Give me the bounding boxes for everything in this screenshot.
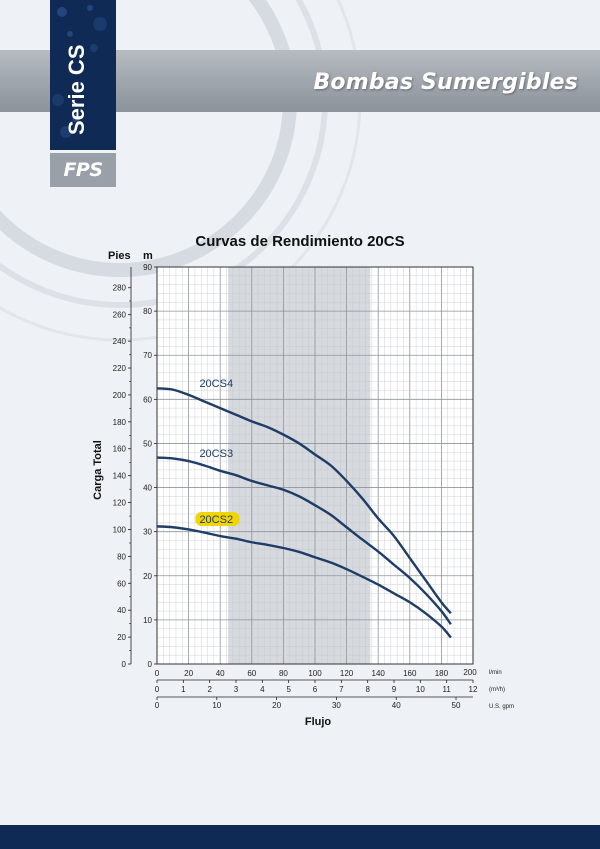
lmin-tick-label: 20 xyxy=(184,669,193,678)
y-axis-label: Carga Total xyxy=(92,440,104,500)
meters-tick-label: 80 xyxy=(143,307,152,316)
meters-tick-label: 40 xyxy=(143,484,152,493)
curve-20cs2-label: 20CS2 xyxy=(199,514,233,526)
feet-tick-label: 160 xyxy=(113,445,127,454)
feet-tick-label: 200 xyxy=(113,391,127,400)
m3h-tick-label: 6 xyxy=(313,685,318,694)
meters-tick-label: 0 xyxy=(148,660,153,669)
feet-tick-label: 40 xyxy=(117,606,126,615)
meters-tick-label: 60 xyxy=(143,395,152,404)
feet-tick-label: 20 xyxy=(117,633,126,642)
lmin-tick-label: 100 xyxy=(308,669,322,678)
meters-axis-unit: m xyxy=(143,250,153,262)
m3h-tick-label: 9 xyxy=(392,685,397,694)
bubbles-decoration xyxy=(52,5,107,138)
curve-20cs4-label: 20CS4 xyxy=(199,378,233,390)
m3h-tick-label: 5 xyxy=(286,685,291,694)
x-axis-label: Flujo xyxy=(305,716,332,728)
shaded-region xyxy=(228,267,371,664)
feet-tick-label: 220 xyxy=(113,364,127,373)
lmin-tick-label: 80 xyxy=(279,669,288,678)
m3h-tick-label: 1 xyxy=(181,685,186,694)
meters-tick-label: 90 xyxy=(143,263,152,272)
fps-logo: FPS xyxy=(50,153,116,187)
meters-tick-label: 20 xyxy=(143,572,152,581)
meters-tick-label: 30 xyxy=(143,528,152,537)
gpm-tick-label: 30 xyxy=(332,701,341,710)
feet-tick-label: 180 xyxy=(113,418,127,427)
feet-tick-label: 260 xyxy=(113,311,127,320)
m3h-tick-label: 12 xyxy=(469,685,478,694)
curve-20cs3-line xyxy=(156,456,452,625)
gpm-tick-label: 50 xyxy=(452,701,461,710)
curve-20cs4-line xyxy=(156,387,452,615)
lmin-unit: l/min xyxy=(489,670,502,676)
gpm-unit: U.S. gpm xyxy=(489,704,514,710)
m3h-tick-label: 7 xyxy=(339,685,344,694)
curve-20cs2-line xyxy=(156,525,452,639)
feet-tick-label: 0 xyxy=(122,660,127,669)
lmin-tick-label: 120 xyxy=(340,669,354,678)
lmin-tick-label: 140 xyxy=(372,669,386,678)
m3h-tick-label: 11 xyxy=(443,685,452,694)
feet-tick-label: 280 xyxy=(113,284,127,293)
feet-tick-label: 80 xyxy=(117,552,126,561)
gpm-tick-label: 20 xyxy=(272,701,281,710)
feet-axis-unit: Pies xyxy=(108,250,131,262)
feet-tick-label: 60 xyxy=(117,579,126,588)
page-title: Bombas Sumergibles xyxy=(313,70,578,95)
m3h-unit: (m³/h) xyxy=(489,687,505,693)
m3h-tick-label: 2 xyxy=(207,685,212,694)
chart-title: Curvas de Rendimiento 20CS xyxy=(195,233,404,250)
gpm-tick-label: 40 xyxy=(392,701,401,710)
lmin-tick-label: 40 xyxy=(216,669,225,678)
plot-frame xyxy=(156,266,474,665)
feet-tick-label: 120 xyxy=(113,499,127,508)
gpm-tick-label: 0 xyxy=(155,701,160,710)
gpm-tick-label: 10 xyxy=(212,701,221,710)
m3h-tick-label: 0 xyxy=(155,685,160,694)
lmin-tick-label: 0 xyxy=(155,669,160,678)
m3h-tick-label: 8 xyxy=(365,685,370,694)
meters-tick-label: 50 xyxy=(143,439,152,448)
curve-20cs2-label-highlight xyxy=(195,511,240,526)
lmin-tick-label: 60 xyxy=(247,669,256,678)
m3h-tick-label: 10 xyxy=(416,685,425,694)
lmin-tick-label: 180 xyxy=(435,669,449,678)
feet-tick-label: 240 xyxy=(113,337,127,346)
x-axis-edge-label: 200 xyxy=(463,668,477,677)
footer-band xyxy=(0,825,600,849)
curve-20cs3-label: 20CS3 xyxy=(199,448,233,460)
feet-tick-label: 140 xyxy=(113,472,127,481)
m3h-tick-label: 4 xyxy=(260,685,265,694)
m3h-tick-label: 3 xyxy=(234,685,239,694)
lmin-tick-label: 160 xyxy=(403,669,417,678)
meters-tick-label: 10 xyxy=(143,616,152,625)
feet-tick-label: 100 xyxy=(113,525,127,534)
series-tab xyxy=(50,0,116,150)
meters-tick-label: 70 xyxy=(143,351,152,360)
